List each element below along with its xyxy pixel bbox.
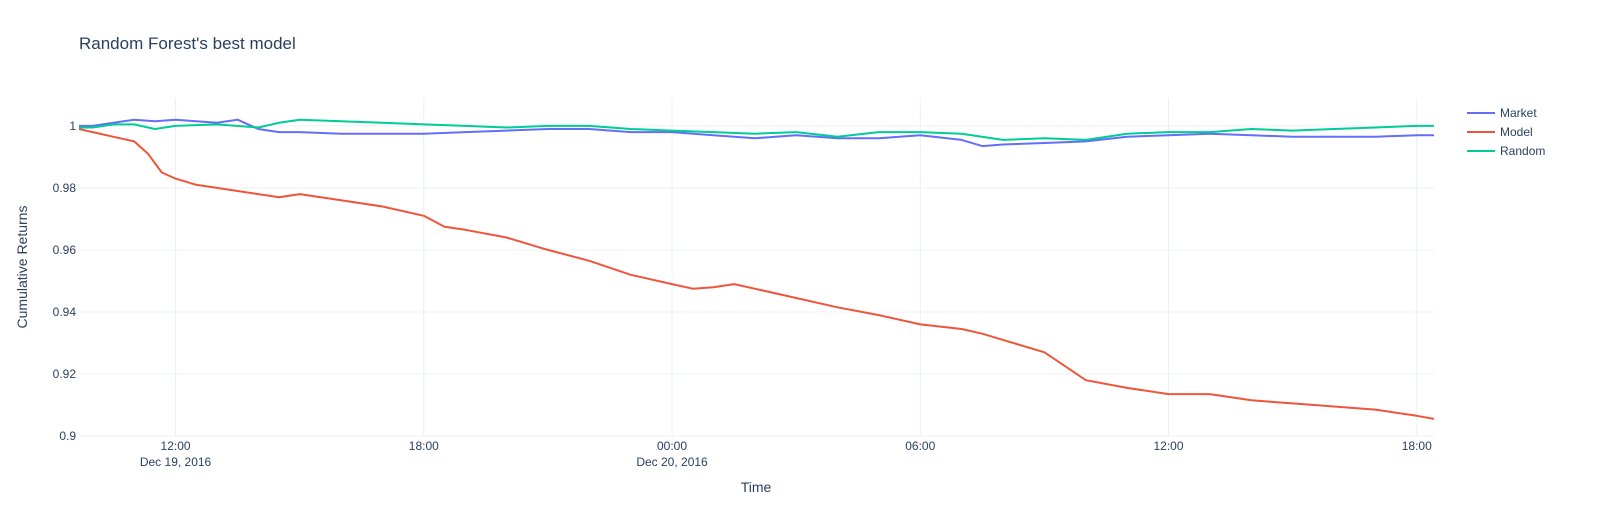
legend-label: Random [1500,144,1545,158]
series-line-market [79,118,1434,148]
y-tick-label: 0.9 [59,429,76,443]
legend-item-random[interactable]: Random [1467,144,1545,158]
y-tick-label: 1 [69,119,76,133]
legend-label: Model [1500,125,1533,139]
x-tick-sublabel: Dec 19, 2016 [140,455,212,469]
series-line-model [78,128,1435,420]
legend[interactable]: Market Model Random [1467,106,1545,158]
y-tick-label: 0.94 [53,305,77,319]
chart-title: Random Forest's best model [79,34,296,53]
y-axis-title: Cumulative Returns [14,206,30,329]
x-tick-label: 06:00 [905,439,935,453]
x-tick-sublabel: Dec 20, 2016 [636,455,708,469]
series-line-random [79,118,1434,141]
y-axis-ticks: 0.9 0.92 0.94 0.96 0.98 1 [53,119,77,443]
series-lines [78,118,1435,420]
grid-lines [79,98,1434,437]
legend-item-model[interactable]: Model [1467,125,1533,139]
x-tick-label: 12:00 [161,439,191,453]
y-tick-label: 0.92 [53,367,77,381]
y-tick-label: 0.98 [53,181,77,195]
x-axis-title: Time [741,479,772,495]
x-axis-ticks: 12:00 Dec 19, 2016 18:00 00:00 Dec 20, 2016 0… [140,439,1432,469]
x-tick-label: 18:00 [409,439,439,453]
legend-label: Market [1500,106,1537,120]
x-tick-label: 18:00 [1402,439,1432,453]
x-tick-label: 00:00 [657,439,687,453]
legend-item-market[interactable]: Market [1467,106,1537,120]
x-tick-label: 12:00 [1154,439,1184,453]
y-tick-label: 0.96 [53,243,77,257]
